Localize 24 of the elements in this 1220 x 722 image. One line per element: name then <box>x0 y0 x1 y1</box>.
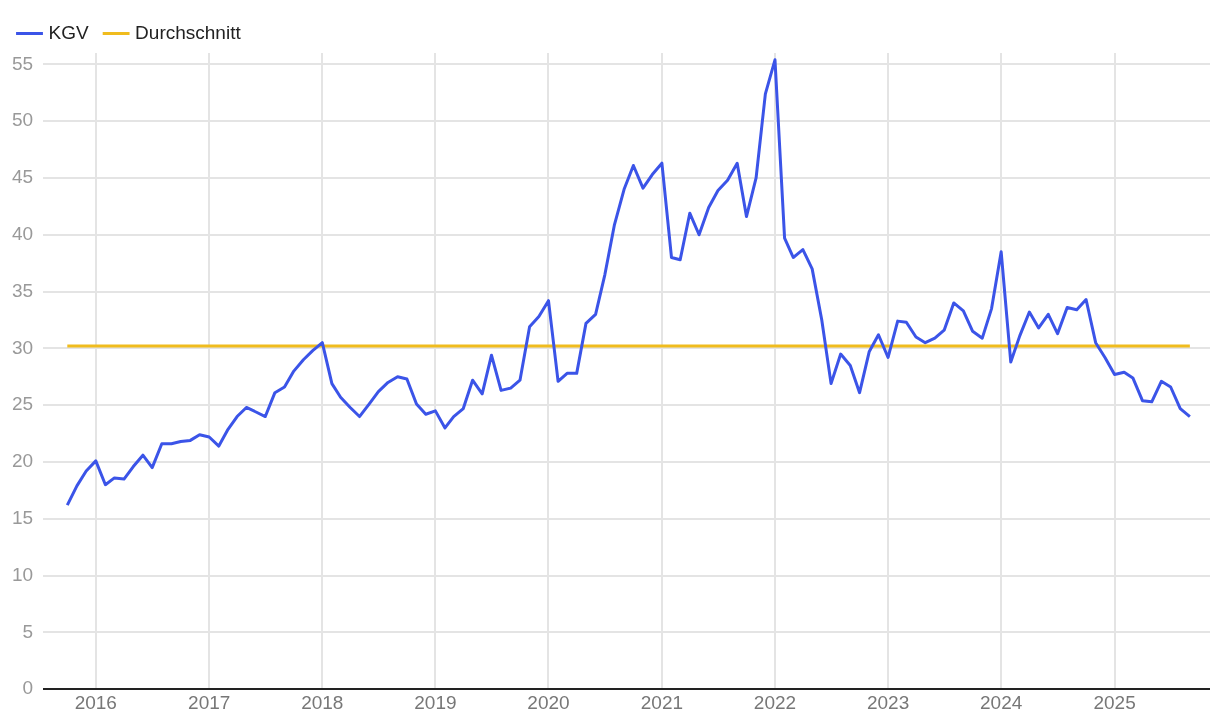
x-tick-label: 2025 <box>1093 691 1136 713</box>
x-tick-label: 2021 <box>640 691 684 713</box>
y-tick-label: 5 <box>22 620 34 642</box>
x-tick-label: 2017 <box>188 691 231 713</box>
legend-label: KGV <box>48 21 89 43</box>
y-tick-label: 15 <box>11 507 34 529</box>
x-tick-label: 2023 <box>866 691 910 713</box>
y-tick-label: 0 <box>22 677 34 699</box>
y-tick-label: 45 <box>11 166 34 188</box>
x-tick-label: 2022 <box>753 691 797 713</box>
legend-label: Durchschnitt <box>135 21 242 43</box>
y-tick-label: 25 <box>11 393 34 415</box>
y-tick-label: 40 <box>11 223 34 245</box>
y-tick-label: 50 <box>11 109 34 131</box>
x-tick-label: 2018 <box>301 691 344 713</box>
x-tick-label: 2019 <box>414 691 457 713</box>
y-tick-label: 10 <box>11 563 34 585</box>
x-tick-label: 2016 <box>74 691 117 713</box>
y-tick-label: 55 <box>11 52 34 74</box>
y-tick-label: 35 <box>11 279 34 301</box>
x-tick-label: 2020 <box>527 691 570 713</box>
y-tick-label: 30 <box>11 336 34 358</box>
x-tick-label: 2024 <box>980 691 1023 713</box>
y-tick-label: 20 <box>11 450 34 472</box>
